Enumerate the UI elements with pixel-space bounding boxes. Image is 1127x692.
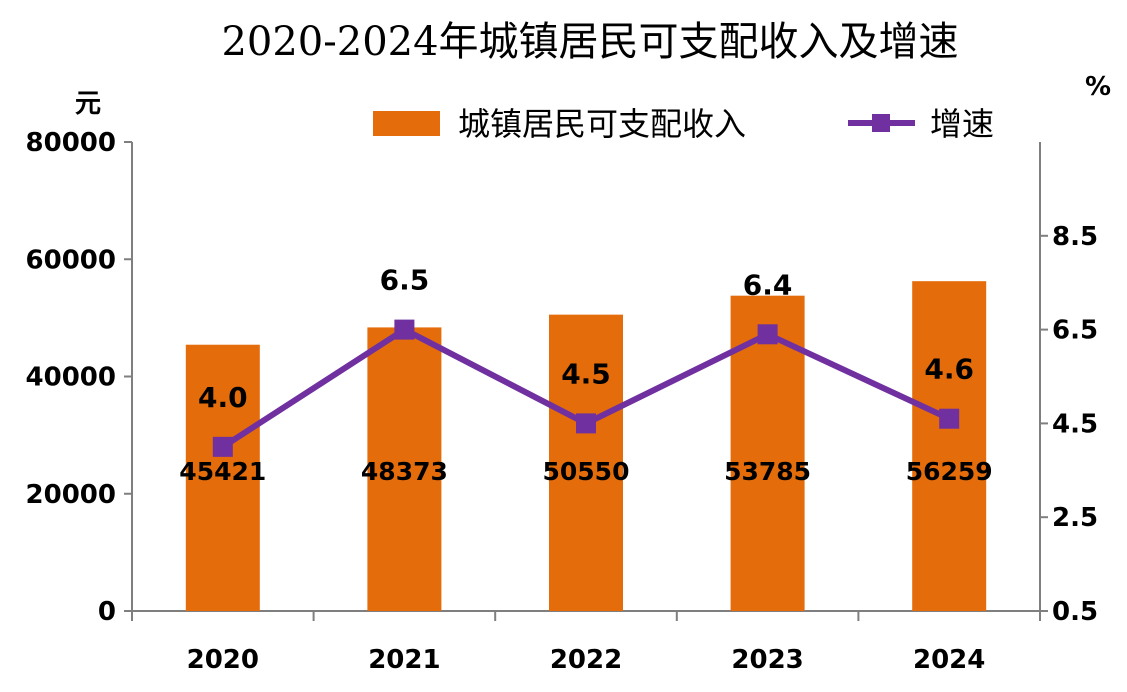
growth-point-2024 (939, 408, 960, 429)
legend-bar-swatch (373, 111, 440, 136)
x-tick-label-2021: 2021 (368, 645, 440, 675)
chart-title: 2020-2024年城镇居民可支配收入及增速 (221, 19, 958, 65)
y-axis-unit: 元 (75, 89, 101, 119)
legend-line-marker (872, 114, 890, 132)
axes: 0 20000 40000 60000 80000 0.5 2.5 4.5 6.5 8.5 (26, 128, 1099, 627)
x-tick-label-2022: 2022 (550, 645, 622, 675)
bar-label-2022: 50550 (543, 457, 630, 486)
growth-label-2024: 4.6 (924, 353, 974, 386)
y-tick-label: 40000 (26, 363, 116, 393)
bar-label-2020: 45421 (179, 457, 266, 486)
legend-line-label: 增速 (930, 105, 994, 143)
bars (185, 281, 987, 611)
y2-axis-unit: % (1085, 72, 1111, 102)
growth-line-labels: 4.0 6.5 4.5 6.4 4.6 (198, 264, 974, 414)
bar-2022 (549, 314, 623, 611)
y2-tick-label: 0.5 (1052, 597, 1098, 627)
growth-point-2022 (576, 413, 596, 434)
y2-tick-label: 4.5 (1052, 409, 1098, 439)
bar-label-2023: 53785 (724, 457, 811, 486)
x-tick-label-2024: 2024 (913, 645, 985, 675)
bar-labels: 45421 48373 50550 53785 56259 (179, 457, 992, 486)
legend-bar-label: 城镇居民可支配收入 (458, 105, 746, 143)
growth-line-series (212, 319, 960, 457)
growth-label-2022: 4.5 (561, 357, 611, 390)
x-axis-ticks: 2020 2021 2022 2023 2024 (187, 645, 986, 675)
growth-label-2020: 4.0 (198, 381, 248, 414)
y2-tick-label: 2.5 (1052, 503, 1098, 533)
y-tick-label: 0 (98, 597, 116, 627)
bar-label-2021: 48373 (361, 457, 448, 486)
legend: 城镇居民可支配收入 增速 (373, 105, 994, 143)
x-tick-label-2023: 2023 (731, 645, 803, 675)
growth-point-2023 (757, 324, 778, 345)
growth-point-2021 (394, 319, 415, 340)
y-tick-label: 80000 (26, 128, 116, 158)
bar-2020 (185, 344, 260, 611)
x-tick-label-2020: 2020 (187, 645, 259, 675)
y2-tick-label: 6.5 (1052, 316, 1098, 346)
y-tick-label: 60000 (26, 245, 116, 275)
y2-tick-label: 8.5 (1052, 222, 1098, 252)
y-tick-label: 20000 (26, 480, 116, 510)
bar-label-2024: 56259 (906, 457, 993, 486)
growth-point-2020 (212, 436, 233, 457)
growth-label-2023: 6.4 (743, 268, 793, 301)
growth-label-2021: 6.5 (380, 264, 430, 297)
bar-2024 (912, 281, 987, 611)
bar-2021 (367, 327, 442, 611)
